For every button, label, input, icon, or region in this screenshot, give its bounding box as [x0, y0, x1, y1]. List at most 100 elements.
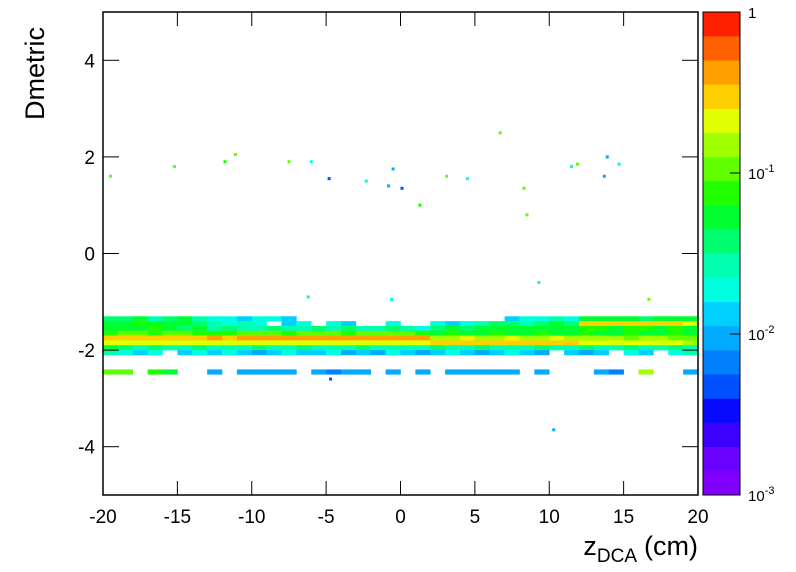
heat-cell [311, 340, 327, 346]
heat-cell [564, 330, 580, 336]
heat-cell [222, 321, 238, 327]
heat-cell [385, 321, 401, 327]
heat-cell [460, 335, 476, 341]
heat-cell [222, 335, 238, 341]
heat-cell [593, 321, 610, 327]
heat-cell [489, 340, 505, 346]
heat-cell [385, 325, 401, 332]
heat-cell [400, 325, 416, 332]
heat-cell [668, 340, 684, 346]
color-bar-swatch [703, 374, 740, 399]
heat-cell [400, 330, 416, 336]
heat-cell [460, 321, 476, 327]
heat-cell [668, 345, 684, 351]
color-bar-swatch [703, 422, 740, 447]
heat-cell [236, 321, 253, 327]
heat-cell [534, 325, 550, 332]
heat-cell [370, 350, 386, 356]
heat-cell [162, 369, 178, 375]
z-tick-label: 1 [748, 5, 756, 22]
heat-cell [309, 160, 313, 164]
color-bar-swatch [703, 181, 740, 206]
heat-cell [608, 316, 624, 322]
heat-cell [638, 345, 654, 351]
heat-cell [103, 335, 119, 341]
heat-cell [162, 321, 178, 327]
color-bar-swatch [703, 470, 740, 496]
heat-cell [602, 174, 606, 178]
heat-cell [355, 340, 372, 346]
color-bar-swatch [703, 325, 740, 351]
heat-cell [608, 325, 624, 332]
z-tick-label: 10-2 [748, 324, 774, 344]
heat-cell [103, 340, 119, 346]
heat-cell [489, 325, 505, 332]
x-tick-label: 5 [470, 507, 481, 528]
heat-cell [222, 330, 238, 336]
heat-cell [222, 340, 238, 346]
heat-cell [207, 350, 223, 356]
heat-cell [103, 325, 119, 332]
heat-cell [172, 165, 176, 169]
heat-cell [117, 335, 134, 341]
heat-cell [311, 369, 327, 375]
heat-cell [683, 321, 699, 327]
heat-cell [147, 350, 163, 356]
heat-cell [117, 330, 134, 336]
heat-cell [564, 321, 580, 327]
heat-cell [605, 155, 609, 159]
heat-cell [370, 330, 386, 336]
color-bar-swatch [703, 132, 740, 158]
heat-cell [266, 335, 282, 341]
heat-cell [593, 345, 610, 351]
heat-cell [549, 330, 565, 336]
heat-cell [638, 330, 654, 336]
heat-cell [162, 325, 178, 332]
heat-cell [251, 325, 267, 332]
heat-cell [236, 330, 253, 336]
heat-cell [519, 340, 535, 346]
heat-cell [326, 350, 342, 356]
heat-cell [132, 350, 148, 356]
heat-cell [504, 335, 520, 341]
heat-cell [311, 330, 327, 336]
heat-cell [564, 340, 580, 346]
heat-cell [617, 162, 621, 166]
x-tick-label: -15 [164, 507, 191, 528]
heat-cell [460, 340, 476, 346]
heat-cell [222, 345, 238, 351]
heat-cell [549, 325, 565, 332]
heat-cell [579, 345, 595, 351]
heat-cell [653, 316, 669, 322]
heat-cell [108, 174, 112, 178]
color-bar-swatch [703, 446, 740, 472]
heat-cell [147, 335, 163, 341]
heat-cell [192, 330, 208, 336]
heat-cell [415, 325, 431, 332]
heat-cell [266, 340, 282, 346]
heat-cell [534, 345, 550, 351]
heat-cell [370, 325, 386, 332]
heat-cell [132, 330, 148, 336]
z-tick-base: 10 [748, 488, 765, 505]
heat-cell [251, 330, 267, 336]
heat-cell [623, 335, 639, 341]
heat-cell [430, 330, 446, 336]
y-tick-label: 2 [84, 148, 95, 169]
x-tick-label: 15 [613, 507, 634, 528]
heat-cell [519, 345, 535, 351]
heat-cell [489, 321, 505, 327]
heat-cell [341, 325, 357, 332]
z-tick-base: 1 [748, 5, 756, 22]
heat-cell [147, 321, 163, 327]
heat-cell [683, 335, 699, 341]
x-tick-label: -20 [89, 507, 116, 528]
heat-cell [549, 321, 565, 327]
color-bar-swatch [703, 229, 740, 254]
heat-cell [251, 321, 267, 327]
heat-cell [296, 325, 312, 332]
heat-cell [474, 335, 491, 341]
heat-cell [593, 350, 610, 356]
color-bar-swatch [703, 277, 740, 303]
heat-cell [623, 316, 639, 322]
